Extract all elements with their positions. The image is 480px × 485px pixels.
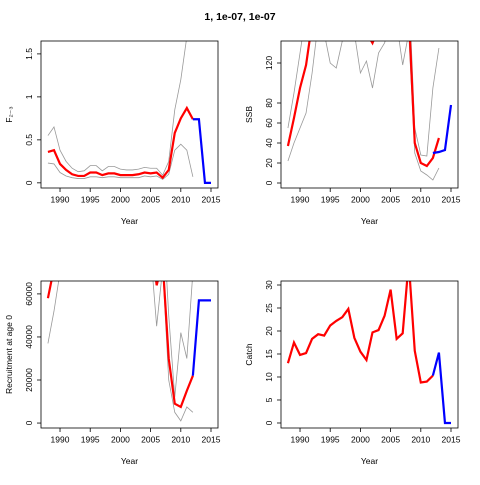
series-line [286,281,434,384]
y-axis-label: Recruitment at age 0 [4,315,14,394]
x-tick-label: 2005 [381,194,400,204]
y-tick-label: 40000 [24,325,34,349]
y-tick-label: 0.5 [24,134,34,146]
y-axis-label: SSB [244,106,254,123]
x-tick-label: 1995 [321,434,340,444]
y-tick-label: 0 [24,420,34,425]
x-axis-label: Year [361,216,378,226]
y-tick-label: 20 [264,158,274,168]
y-tick-label: 60 [264,118,274,128]
y-tick-label: 25 [264,303,274,313]
plot-frame [40,40,219,189]
panel: 1990 1995 2000 2005 2010 2015 0 5 10 15 20 25 30 Year… [244,280,461,466]
y-tick-label: 60000 [24,282,34,306]
y-tick-label: 80 [264,98,274,108]
x-tick-label: 2000 [111,434,130,444]
x-tick-label: 2010 [411,194,430,204]
x-tick-label: 2000 [111,194,130,204]
y-tick-label: 10 [264,372,274,382]
y-tick-label: 15 [264,349,274,359]
y-tick-label: 30 [264,280,274,290]
x-tick-label: 2015 [202,434,221,444]
x-tick-label: 2015 [442,434,461,444]
series-line [47,41,187,176]
x-tick-label: 2005 [141,194,160,204]
series-line [287,41,440,157]
figure-title: 1, 1e-07, 1e-07 [204,11,275,23]
x-tick-label: 2000 [351,194,370,204]
y-axis-label: F₂₋₃ [4,106,14,122]
plot-frame [280,40,459,189]
x-tick-label: 1990 [51,434,70,444]
x-tick-label: 1990 [51,194,70,204]
series-line [47,105,194,180]
y-tick-label: 1.5 [24,48,34,60]
x-tick-label: 1990 [291,194,310,204]
x-axis-label: Year [121,456,138,466]
x-tick-label: 2000 [351,434,370,444]
x-tick-label: 2015 [442,194,461,204]
x-tick-label: 2010 [411,434,430,444]
y-tick-label: 20 [264,326,274,336]
panel: 1990 1995 2000 2005 2010 2015 0 20000 40000 60000… [4,280,221,466]
y-tick-label: 20000 [24,368,34,392]
y-tick-label: 0 [264,420,274,425]
y-tick-label: 5 [264,397,274,402]
series-line [192,118,211,184]
series-line [47,281,194,422]
y-tick-label: 0 [24,180,34,185]
x-tick-label: 2010 [171,194,190,204]
y-tick-label: 120 [264,56,274,70]
series-line [432,104,453,155]
x-tick-label: 2005 [381,434,400,444]
series-line [46,281,194,409]
series-line [166,281,193,398]
x-tick-label: 2005 [141,434,160,444]
y-tick-label: 1 [24,94,34,99]
x-tick-label: 2010 [171,434,190,444]
plot-frame [280,280,459,429]
x-axis-label: Year [121,216,138,226]
x-tick-label: 1990 [291,434,310,444]
x-tick-label: 2015 [202,194,221,204]
series-line [47,143,194,180]
y-tick-label: 0 [264,180,274,185]
panel: 1990 1995 2000 2005 2010 2015 0 20 40 60 80 120 Year… [244,40,461,226]
x-tick-label: 1995 [321,194,340,204]
series-line [431,352,451,425]
y-tick-label: 40 [264,138,274,148]
series-line [287,41,440,181]
x-tick-label: 1995 [81,434,100,444]
y-axis-label: Catch [244,343,254,365]
panel: 1990 1995 2000 2005 2010 2015 0 0.5 1 1.5 Year F₂₋₃ [4,40,221,226]
x-tick-label: 1995 [81,194,100,204]
series-line [191,299,211,376]
plot-frame [40,280,219,429]
series-line [286,41,440,168]
x-axis-label: Year [361,456,378,466]
